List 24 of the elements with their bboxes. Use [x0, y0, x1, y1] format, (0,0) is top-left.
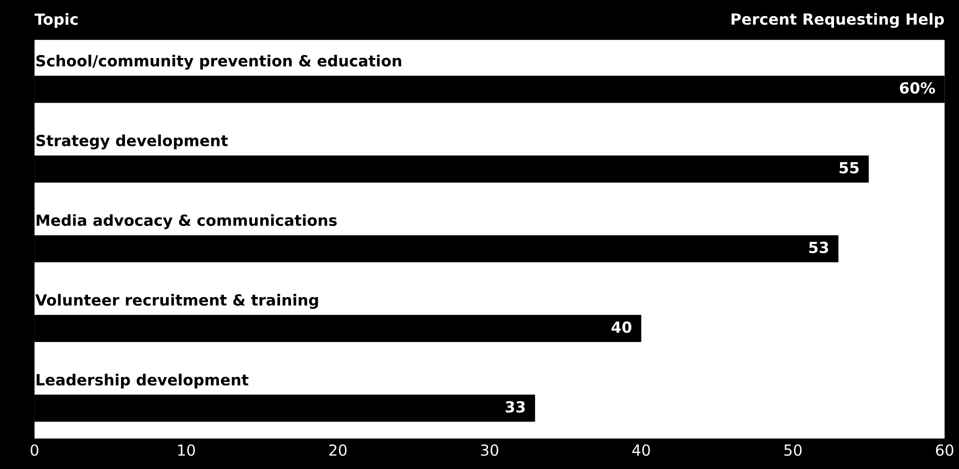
- y-tick-label: Leadership development: [36, 374, 248, 388]
- data-label: 40: [612, 321, 632, 333]
- bar: [34, 235, 838, 262]
- y-tick-label: Volunteer recruitment & training: [35, 294, 318, 309]
- data-label: 60%: [900, 82, 936, 94]
- x-tick-label: 0: [30, 444, 38, 456]
- bar: [34, 76, 945, 103]
- y-tick-label: School/community prevention & education: [36, 54, 402, 70]
- x-axis-title: Percent Requesting Help: [732, 13, 944, 28]
- y-axis-title: Topic: [34, 13, 78, 28]
- bar: [34, 314, 642, 342]
- x-tick-label: 60: [936, 444, 954, 456]
- x-tick-label: 40: [632, 444, 650, 456]
- data-label: 55: [840, 162, 859, 174]
- y-tick-label: Media advocacy & communications: [36, 214, 337, 230]
- x-tick-label: 10: [178, 444, 195, 456]
- x-tick-label: 50: [784, 444, 802, 456]
- data-label: 33: [506, 401, 525, 413]
- y-tick-label: Strategy development: [36, 134, 228, 150]
- data-label: 53: [809, 242, 828, 254]
- bar: [34, 394, 536, 422]
- x-tick-label: 30: [481, 444, 498, 456]
- bar: [34, 155, 869, 183]
- x-tick-label: 20: [329, 444, 347, 456]
